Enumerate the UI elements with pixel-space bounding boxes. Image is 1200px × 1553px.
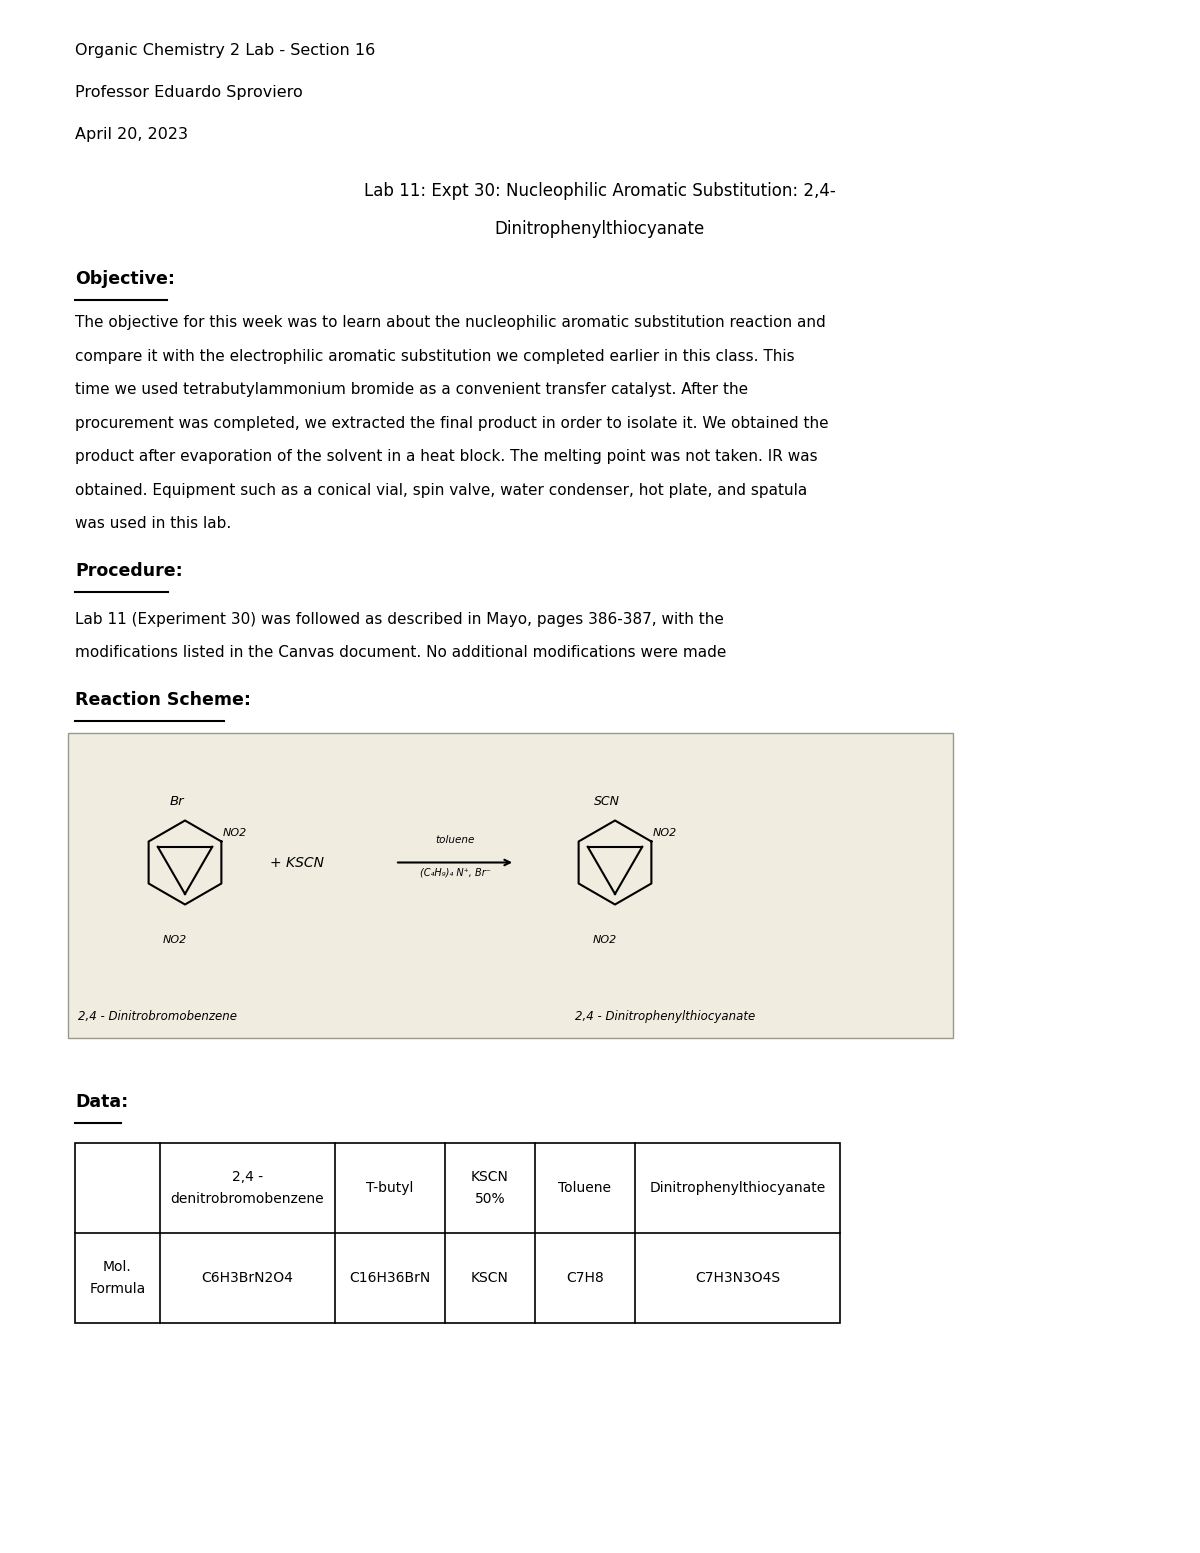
Text: procurement was completed, we extracted the final product in order to isolate it: procurement was completed, we extracted … — [74, 416, 829, 430]
Text: C7H3N3O4S: C7H3N3O4S — [695, 1270, 780, 1284]
Text: NO2: NO2 — [163, 935, 187, 944]
Text: 2,4 - Dinitrobromobenzene: 2,4 - Dinitrobromobenzene — [78, 1009, 238, 1022]
Text: + KSCN: + KSCN — [270, 856, 324, 870]
Text: product after evaporation of the solvent in a heat block. The melting point was : product after evaporation of the solvent… — [74, 449, 817, 464]
Text: The objective for this week was to learn about the nucleophilic aromatic substit: The objective for this week was to learn… — [74, 315, 826, 329]
Text: toluene: toluene — [436, 834, 475, 845]
Text: KSCN: KSCN — [472, 1169, 509, 1183]
Text: modifications listed in the Canvas document. No additional modifications were ma: modifications listed in the Canvas docum… — [74, 644, 726, 660]
Text: Procedure:: Procedure: — [74, 562, 182, 579]
Text: Dinitrophenylthiocyanate: Dinitrophenylthiocyanate — [494, 221, 706, 238]
Text: obtained. Equipment such as a conical vial, spin valve, water condenser, hot pla: obtained. Equipment such as a conical vi… — [74, 483, 808, 497]
Text: Data:: Data: — [74, 1092, 128, 1110]
Text: C16H36BrN: C16H36BrN — [349, 1270, 431, 1284]
Text: Formula: Formula — [89, 1281, 145, 1295]
Text: was used in this lab.: was used in this lab. — [74, 516, 232, 531]
Text: T-butyl: T-butyl — [366, 1180, 414, 1194]
Text: SCN: SCN — [594, 795, 620, 808]
Text: Objective:: Objective: — [74, 270, 175, 287]
Text: compare it with the electrophilic aromatic substitution we completed earlier in : compare it with the electrophilic aromat… — [74, 348, 794, 363]
Text: Br: Br — [169, 795, 185, 808]
Text: Professor Eduardo Sproviero: Professor Eduardo Sproviero — [74, 85, 302, 99]
Text: Lab 11: Expt 30: Nucleophilic Aromatic Substitution: 2,4-: Lab 11: Expt 30: Nucleophilic Aromatic S… — [364, 182, 836, 200]
Text: denitrobromobenzene: denitrobromobenzene — [170, 1191, 324, 1205]
Text: Toluene: Toluene — [558, 1180, 612, 1194]
Text: KSCN: KSCN — [472, 1270, 509, 1284]
Text: April 20, 2023: April 20, 2023 — [74, 127, 188, 141]
Text: 2,4 -: 2,4 - — [232, 1169, 263, 1183]
Bar — [74, 1143, 840, 1323]
Text: Lab 11 (Experiment 30) was followed as described in Mayo, pages 386-387, with th: Lab 11 (Experiment 30) was followed as d… — [74, 612, 724, 626]
Text: Dinitrophenylthiocyanate: Dinitrophenylthiocyanate — [649, 1180, 826, 1194]
Text: 50%: 50% — [475, 1191, 505, 1205]
Text: NO2: NO2 — [653, 828, 677, 837]
Text: 2,4 - Dinitrophenylthiocyanate: 2,4 - Dinitrophenylthiocyanate — [575, 1009, 755, 1022]
Text: time we used tetrabutylammonium bromide as a convenient transfer catalyst. After: time we used tetrabutylammonium bromide … — [74, 382, 748, 398]
Text: (C₄H₉)₄ N⁺, Br⁻: (C₄H₉)₄ N⁺, Br⁻ — [420, 868, 491, 877]
Text: NO2: NO2 — [593, 935, 617, 944]
FancyBboxPatch shape — [68, 733, 953, 1037]
Text: Mol.: Mol. — [103, 1259, 132, 1273]
Text: C6H3BrN2O4: C6H3BrN2O4 — [202, 1270, 294, 1284]
Text: Reaction Scheme:: Reaction Scheme: — [74, 691, 251, 708]
Text: C7H8: C7H8 — [566, 1270, 604, 1284]
Text: Organic Chemistry 2 Lab - Section 16: Organic Chemistry 2 Lab - Section 16 — [74, 43, 376, 57]
Text: NO2: NO2 — [223, 828, 247, 837]
